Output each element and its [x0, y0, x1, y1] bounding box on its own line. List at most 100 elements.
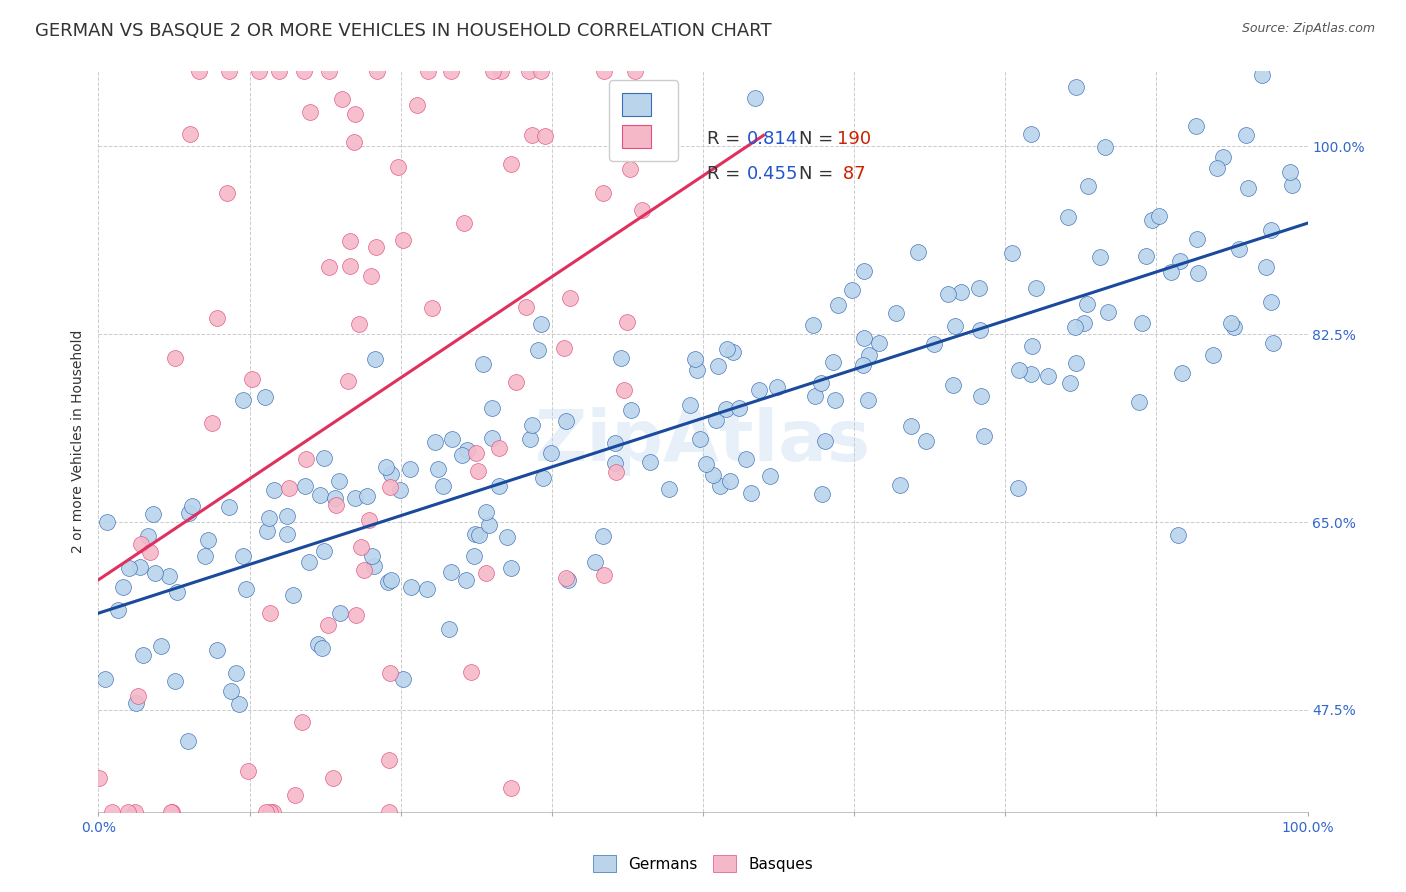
Point — [380, 467, 402, 482]
Text: R =: R = — [707, 165, 747, 183]
Point — [1128, 395, 1150, 409]
Point — [325, 491, 347, 505]
Point — [440, 64, 463, 78]
Point — [1130, 316, 1153, 330]
Point — [225, 665, 247, 680]
Point — [312, 450, 335, 465]
Point — [499, 156, 522, 170]
Point — [474, 566, 496, 580]
Point — [1234, 128, 1257, 142]
Point — [179, 127, 201, 141]
Point — [160, 805, 183, 819]
Point — [276, 527, 298, 541]
Point — [330, 92, 353, 106]
Point — [1094, 139, 1116, 153]
Point — [714, 402, 737, 417]
Point — [138, 545, 160, 559]
Point — [218, 64, 240, 78]
Point — [422, 301, 444, 315]
Point — [619, 161, 641, 176]
Point — [440, 433, 463, 447]
Point — [624, 64, 647, 78]
Point — [702, 467, 724, 482]
Point — [460, 665, 482, 679]
Point — [519, 433, 541, 447]
Point — [1063, 320, 1085, 334]
Point — [283, 588, 305, 602]
Point — [107, 603, 129, 617]
Point — [704, 413, 727, 427]
Point — [592, 186, 614, 201]
Point — [709, 479, 731, 493]
Point — [276, 509, 298, 524]
Point — [267, 64, 290, 78]
Point — [235, 582, 257, 597]
Point — [325, 498, 347, 512]
Point — [801, 318, 824, 332]
Point — [689, 432, 711, 446]
Text: 0.455: 0.455 — [747, 165, 799, 183]
Point — [1237, 181, 1260, 195]
Point — [766, 380, 789, 394]
Point — [162, 805, 184, 819]
Point — [706, 359, 728, 373]
Point — [593, 64, 616, 78]
Point — [969, 323, 991, 337]
Point — [177, 733, 200, 747]
Point — [437, 622, 460, 636]
Point — [827, 297, 849, 311]
Point — [853, 264, 876, 278]
Point — [744, 91, 766, 105]
Point — [592, 529, 614, 543]
Text: N =: N = — [799, 129, 838, 148]
Point — [291, 715, 314, 730]
Point — [374, 459, 396, 474]
Point — [256, 524, 278, 539]
Point — [336, 374, 359, 388]
Point — [101, 805, 124, 819]
Point — [522, 128, 544, 142]
Point — [453, 216, 475, 230]
Point — [695, 457, 717, 471]
Point — [129, 560, 152, 574]
Point — [638, 455, 661, 469]
Point — [464, 527, 486, 541]
Point — [1008, 362, 1031, 376]
Point — [377, 574, 399, 589]
Point — [914, 434, 936, 448]
Point — [124, 805, 146, 819]
Point — [967, 281, 990, 295]
Point — [318, 260, 340, 274]
Point — [294, 479, 316, 493]
Point — [339, 235, 361, 249]
Point — [388, 483, 411, 497]
Point — [378, 753, 401, 767]
Point — [205, 310, 228, 325]
Point — [583, 555, 606, 569]
Point — [96, 515, 118, 529]
Point — [1227, 242, 1250, 256]
Point — [163, 351, 186, 365]
Point — [821, 354, 844, 368]
Point — [360, 268, 382, 283]
Point — [852, 358, 875, 372]
Point — [416, 64, 439, 78]
Point — [427, 461, 450, 475]
Point — [803, 389, 825, 403]
Point — [1171, 366, 1194, 380]
Point — [856, 392, 879, 407]
Point — [886, 306, 908, 320]
Point — [488, 478, 510, 492]
Point — [685, 352, 707, 367]
Point — [814, 434, 837, 449]
Point — [232, 549, 254, 564]
Point — [392, 672, 415, 686]
Point — [1251, 68, 1274, 82]
Point — [949, 285, 972, 299]
Point — [299, 105, 322, 120]
Point — [605, 465, 627, 479]
Point — [1281, 178, 1303, 192]
Point — [312, 544, 335, 558]
Point — [215, 186, 238, 201]
Point — [721, 345, 744, 359]
